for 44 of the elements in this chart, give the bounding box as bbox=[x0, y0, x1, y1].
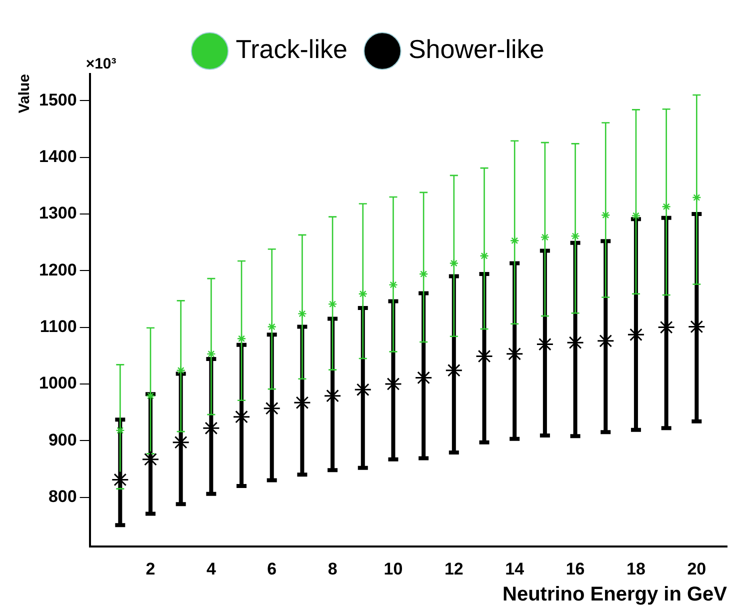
y-tick-label: 800 bbox=[48, 486, 77, 506]
x-tick-label: 12 bbox=[444, 559, 464, 578]
x-tick-label: 8 bbox=[328, 559, 338, 578]
point bbox=[601, 210, 610, 220]
x-tick-label: 2 bbox=[146, 559, 156, 578]
point bbox=[510, 236, 520, 246]
legend-label: Track-like bbox=[236, 34, 348, 64]
point bbox=[358, 289, 368, 298]
point bbox=[298, 309, 307, 318]
x-axis-title: Neutrino Energy in GeV bbox=[502, 584, 728, 606]
point bbox=[111, 470, 129, 488]
point bbox=[449, 258, 459, 268]
x-tick-label: 10 bbox=[384, 559, 403, 578]
point bbox=[388, 280, 398, 290]
text: ×10³ bbox=[86, 56, 116, 73]
point bbox=[176, 366, 186, 375]
point bbox=[540, 232, 550, 242]
point bbox=[480, 251, 489, 260]
point bbox=[116, 426, 125, 436]
point bbox=[328, 299, 338, 309]
point bbox=[570, 231, 580, 241]
point bbox=[662, 202, 671, 212]
x-tick-label: 16 bbox=[566, 559, 585, 578]
point bbox=[206, 349, 216, 359]
x-tick-label: 18 bbox=[626, 559, 646, 578]
x-tick-label: 14 bbox=[505, 559, 525, 578]
y-tick-label: 1200 bbox=[38, 260, 77, 280]
y-tick-label: 1400 bbox=[38, 146, 77, 166]
x-tick-label: 4 bbox=[206, 559, 216, 578]
y-axis-title: Value bbox=[16, 74, 34, 114]
y-tick-label: 900 bbox=[48, 430, 77, 450]
y-tick-label: 1300 bbox=[38, 204, 77, 223]
y-tick-label: 1500 bbox=[38, 90, 77, 110]
x-tick-label: 6 bbox=[267, 559, 277, 578]
point bbox=[631, 211, 641, 220]
y-tick-label: 1000 bbox=[38, 374, 77, 393]
point bbox=[692, 192, 702, 202]
point bbox=[267, 322, 276, 332]
point bbox=[146, 391, 156, 400]
point bbox=[418, 269, 428, 279]
point bbox=[236, 334, 246, 344]
y-tick-label: 1100 bbox=[40, 316, 77, 336]
legend-label: Shower-like bbox=[408, 34, 544, 64]
x-tick-label: 20 bbox=[687, 559, 706, 578]
